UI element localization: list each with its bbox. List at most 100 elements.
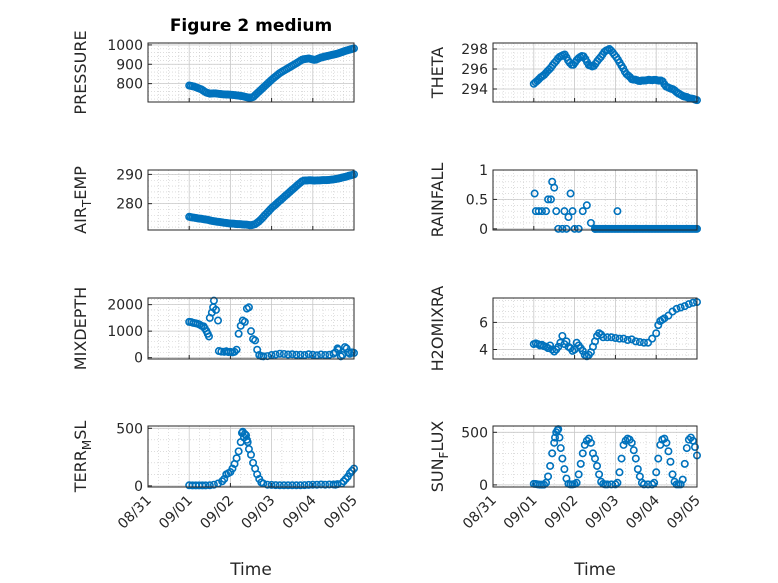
- data-point: [680, 459, 689, 468]
- data-point: [603, 333, 612, 342]
- data-point: [230, 347, 239, 356]
- data-point: [652, 329, 661, 338]
- subplot-pressure: 800 900 1000 PRESSURE Figure 2 medium: [71, 16, 358, 115]
- data-point: [209, 296, 218, 305]
- data-point: [317, 480, 326, 489]
- data-point: [688, 298, 697, 307]
- y-axis-label: MIXDEPTH: [71, 287, 90, 370]
- axes-box: [147, 425, 355, 488]
- data-point: [247, 327, 256, 336]
- data-point: [582, 201, 591, 210]
- data-point: [539, 480, 548, 489]
- data-point: [300, 481, 309, 490]
- data-point: [564, 213, 573, 222]
- axes-box: [492, 42, 698, 103]
- data-point: [288, 350, 297, 359]
- data-point: [578, 449, 587, 458]
- data-point: [304, 350, 313, 359]
- data-point: [312, 480, 321, 489]
- subplot-mixdepth: 0 1000 2000 MIXDEPTH: [71, 287, 358, 370]
- data-point: [586, 438, 595, 447]
- figure-title: Figure 2 medium: [170, 16, 332, 36]
- y-axis-label: THETA: [428, 47, 447, 99]
- data-point: [234, 329, 243, 338]
- data-point: [684, 435, 693, 444]
- data-point: [251, 336, 260, 345]
- data-point: [530, 189, 539, 198]
- y-tick-label: 290: [116, 167, 143, 183]
- data-point: [537, 207, 546, 216]
- data-point: [654, 321, 663, 330]
- data-point: [584, 434, 593, 443]
- axes-box: [492, 425, 698, 488]
- axes-box: [147, 169, 355, 231]
- data-point: [615, 334, 624, 343]
- data-point: [570, 224, 579, 233]
- data-point: [578, 346, 587, 355]
- data-point: [336, 352, 345, 361]
- data-point: [232, 454, 241, 463]
- data-point: [639, 480, 648, 489]
- data-point: [544, 472, 553, 481]
- data-point: [292, 350, 301, 359]
- data-point: [633, 465, 642, 474]
- data-point: [560, 207, 569, 216]
- data-point: [214, 316, 223, 325]
- data-point: [690, 443, 699, 452]
- data-point: [242, 431, 251, 440]
- axes-box: [147, 42, 355, 103]
- data-point: [263, 480, 272, 489]
- subplot-rainfall: 0 0.5 1 RAINFALL: [428, 163, 701, 238]
- y-tick-label: 2000: [107, 298, 143, 314]
- data-point: [603, 480, 612, 489]
- data-point: [613, 207, 622, 216]
- data-point: [546, 195, 555, 204]
- data-point: [279, 481, 288, 490]
- data-point: [321, 480, 330, 489]
- y-axis-label: H2OMIXRA: [428, 286, 447, 372]
- data-point: [672, 304, 681, 313]
- data-point: [198, 481, 207, 490]
- subplot-air: 280 290 AIRTEMP: [71, 166, 358, 234]
- data-point: [590, 454, 599, 463]
- data-point: [546, 341, 555, 350]
- data-point: [554, 224, 563, 233]
- data-point: [201, 481, 210, 490]
- data-point: [548, 449, 557, 458]
- data-point: [551, 433, 560, 442]
- data-point: [288, 481, 297, 490]
- data-point: [247, 450, 256, 459]
- axes-box: [492, 169, 698, 231]
- data-point: [676, 303, 685, 312]
- data-point: [631, 454, 640, 463]
- data-point: [666, 457, 675, 466]
- data-point: [578, 207, 587, 216]
- y-tick-label: 296: [461, 62, 488, 78]
- data-point: [534, 207, 543, 216]
- data-point: [550, 438, 559, 447]
- data-point: [550, 183, 559, 192]
- y-tick-label: 0.5: [466, 192, 488, 208]
- y-tick-label: 0: [479, 478, 488, 494]
- data-point: [317, 350, 326, 359]
- data-point: [627, 438, 636, 447]
- y-tick-label: 1: [479, 163, 488, 179]
- data-point: [300, 351, 309, 360]
- data-point: [244, 303, 253, 312]
- data-point: [562, 224, 571, 233]
- y-tick-label: 294: [461, 82, 488, 98]
- data-point: [544, 195, 553, 204]
- data-point: [253, 470, 262, 479]
- data-point: [267, 480, 276, 489]
- data-point: [556, 444, 565, 453]
- data-point: [650, 478, 659, 487]
- data-point: [267, 351, 276, 360]
- y-tick-label: 6: [479, 315, 488, 331]
- data-point: [678, 475, 687, 484]
- data-point: [629, 446, 638, 455]
- data-point: [558, 454, 567, 463]
- data-point: [209, 480, 218, 489]
- data-point: [660, 434, 669, 443]
- data-point: [271, 481, 280, 490]
